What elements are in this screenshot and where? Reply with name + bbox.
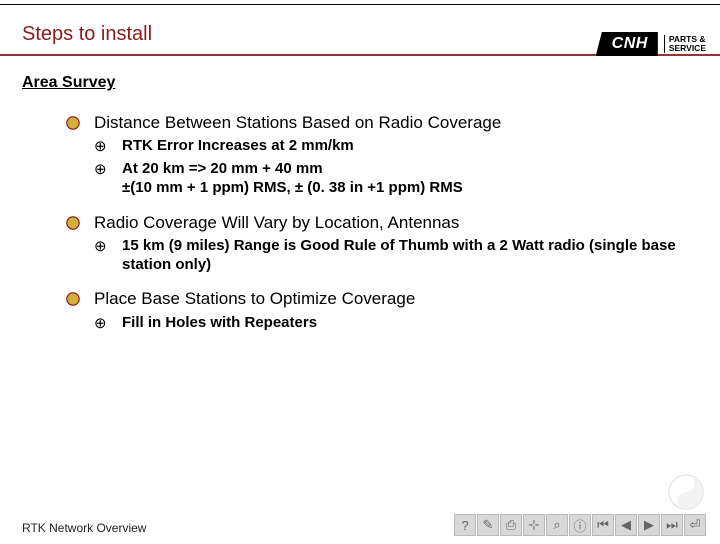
sub-bullet-text: At 20 km => 20 mm + 40 mm±(10 mm + 1 ppm… — [122, 160, 463, 196]
bullet-text: Distance Between Stations Based on Radio… — [94, 113, 501, 132]
footer: RTK Network Overview ?✎⎙⊹⌕ⓘ⏮◀▶⏭⏎ — [0, 514, 720, 536]
toolbar-button-9[interactable]: ⏭ — [661, 514, 683, 536]
bullet-item: Place Base Stations to Optimize Coverage — [66, 288, 680, 309]
toolbar-button-8[interactable]: ▶ — [638, 514, 660, 536]
sub-bullet-icon: ⊕ — [94, 161, 107, 180]
sub-bullet-text: 15 km (9 miles) Range is Good Rule of Th… — [122, 237, 676, 273]
toolbar-button-10[interactable]: ⏎ — [684, 514, 706, 536]
sub-bullet-text: Fill in Holes with Repeaters — [122, 314, 317, 331]
sub-bullet-icon: ⊕ — [94, 238, 107, 257]
toolbar-button-4[interactable]: ⌕ — [546, 514, 568, 536]
toolbar-button-3[interactable]: ⊹ — [523, 514, 545, 536]
sub-bullet-text: RTK Error Increases at 2 mm/km — [122, 137, 354, 154]
bullet-item: Distance Between Stations Based on Radio… — [66, 112, 680, 133]
toolbar-button-0[interactable]: ? — [454, 514, 476, 536]
toolbar-button-1[interactable]: ✎ — [477, 514, 499, 536]
bullet-text: Radio Coverage Will Vary by Location, An… — [94, 213, 459, 232]
brand-subtitle: PARTS & SERVICE — [664, 35, 706, 54]
sub-bullet-item: ⊕ RTK Error Increases at 2 mm/km — [66, 137, 680, 156]
sub-bullet-icon: ⊕ — [94, 138, 107, 157]
sub-bullet-item: ⊕ Fill in Holes with Repeaters — [66, 314, 680, 333]
toolbar-button-5[interactable]: ⓘ — [569, 514, 591, 536]
toolbar: ?✎⎙⊹⌕ⓘ⏮◀▶⏭⏎ — [454, 514, 706, 536]
sub-bullet-icon: ⊕ — [94, 315, 107, 334]
footer-text: RTK Network Overview — [22, 521, 146, 536]
bullet-text: Place Base Stations to Optimize Coverage — [94, 289, 415, 308]
section-heading: Area Survey — [0, 56, 720, 92]
toolbar-button-2[interactable]: ⎙ — [500, 514, 522, 536]
sub-bullet-item: ⊕ 15 km (9 miles) Range is Good Rule of T… — [66, 237, 680, 275]
bullet-item: Radio Coverage Will Vary by Location, An… — [66, 212, 680, 233]
toolbar-button-6[interactable]: ⏮ — [592, 514, 614, 536]
content-area: Distance Between Stations Based on Radio… — [0, 92, 720, 332]
toolbar-button-7[interactable]: ◀ — [615, 514, 637, 536]
brand-logo: CNH PARTS & SERVICE — [596, 32, 706, 56]
sub-bullet-item: ⊕ At 20 km => 20 mm + 40 mm±(10 mm + 1 pp… — [66, 160, 680, 198]
watermark-icon — [668, 474, 704, 510]
cnh-wordmark: CNH — [596, 32, 658, 56]
